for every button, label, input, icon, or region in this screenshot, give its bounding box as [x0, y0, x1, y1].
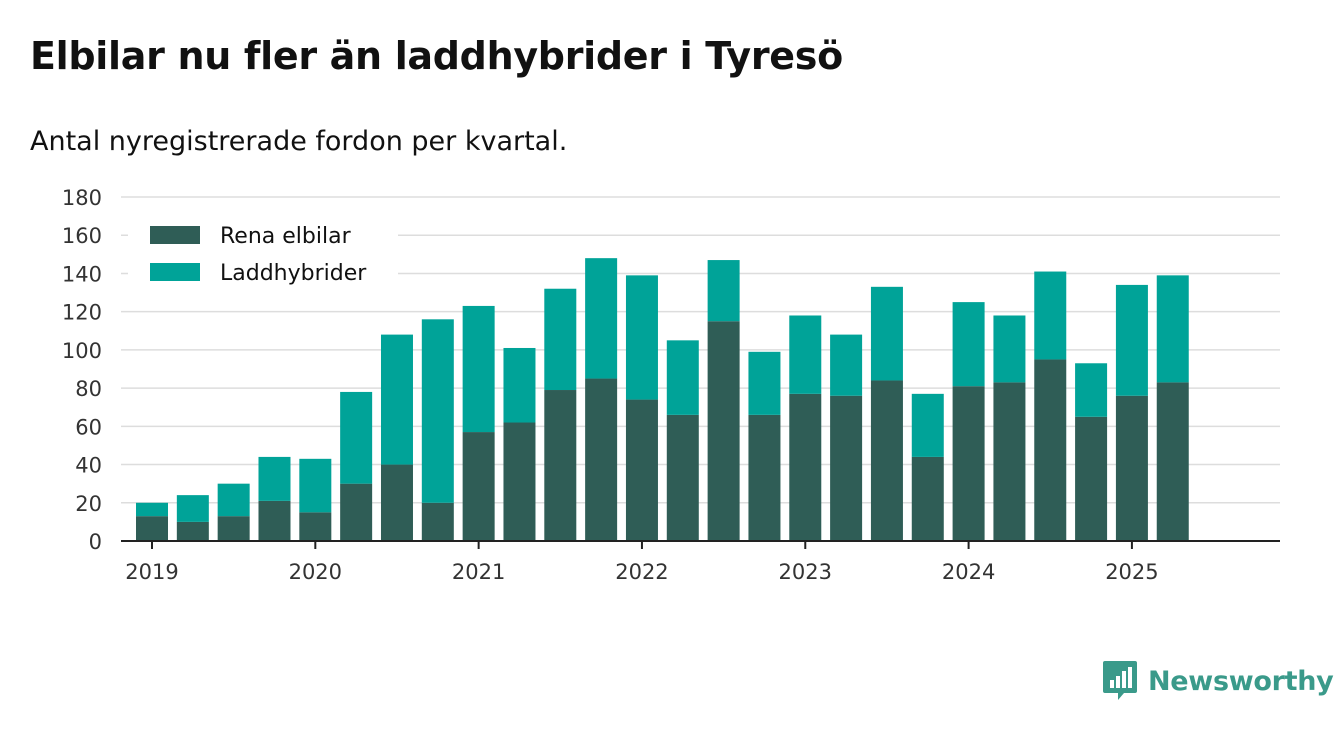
bar-laddhybrider	[993, 315, 1026, 383]
y-tick-label: 180	[62, 186, 102, 210]
bar-laddhybrider	[952, 302, 985, 387]
bar-elbilar	[585, 378, 618, 541]
brand-name: Newsworthy	[1148, 665, 1334, 697]
y-tick-label: 60	[75, 415, 102, 439]
bar-elbilar	[748, 414, 781, 541]
bar-elbilar	[870, 380, 903, 541]
bar-elbilar	[666, 414, 699, 541]
bar-elbilar	[176, 521, 209, 541]
bar-laddhybrider	[380, 334, 413, 465]
bar-elbilar	[380, 464, 413, 541]
chart-subtitle: Antal nyregistrerade fordon per kvartal.	[30, 126, 568, 157]
bar-laddhybrider	[503, 347, 536, 423]
x-axis-ticks: 2019 2020 2021 2022 2023 2024 2025	[125, 541, 1159, 584]
bar-laddhybrider	[176, 495, 209, 522]
bar-laddhybrider	[258, 456, 291, 501]
bar-elbilar	[217, 516, 250, 541]
bar-laddhybrider	[789, 315, 822, 394]
y-tick-label: 40	[75, 454, 102, 478]
x-tick-label: 2019	[125, 560, 178, 584]
bar-laddhybrider	[421, 319, 454, 503]
bar-laddhybrider	[911, 393, 944, 457]
y-tick-label: 0	[89, 530, 102, 554]
bar-laddhybrider	[748, 351, 781, 415]
bar-elbilar	[1115, 395, 1148, 541]
bar-laddhybrider	[1034, 271, 1067, 360]
bar-elbilar	[462, 432, 495, 541]
legend-swatch-laddhybrider	[150, 263, 200, 281]
bar-laddhybrider	[544, 288, 577, 391]
bar-elbilar	[503, 422, 536, 541]
bar-laddhybrider	[462, 305, 495, 433]
bar-elbilar	[421, 502, 454, 541]
legend: Rena elbilar Laddhybrider	[128, 202, 398, 290]
bar-laddhybrider	[1075, 363, 1108, 417]
y-axis-ticks: 0 20 40 60 80 100 120 140 160 180	[62, 186, 102, 554]
bar-elbilar	[299, 512, 332, 541]
bar-elbilar	[1034, 359, 1067, 541]
y-tick-label: 20	[75, 492, 102, 516]
x-tick-label: 2023	[779, 560, 832, 584]
y-tick-label: 100	[62, 339, 102, 363]
bar-elbilar	[340, 483, 373, 541]
bar-laddhybrider	[830, 334, 863, 396]
bar-elbilar	[789, 393, 822, 541]
bar-elbilar	[1156, 382, 1189, 541]
bar-elbilar	[544, 390, 577, 541]
bar-elbilar	[258, 500, 291, 541]
bar-elbilar	[1075, 416, 1108, 541]
bar-laddhybrider	[217, 483, 250, 517]
x-tick-label: 2021	[452, 560, 505, 584]
y-tick-label: 80	[75, 377, 102, 401]
bar-elbilar	[136, 516, 168, 541]
y-tick-label: 140	[62, 262, 102, 286]
bar-elbilar	[952, 386, 985, 541]
x-tick-label: 2022	[615, 560, 668, 584]
legend-label-laddhybrider: Laddhybrider	[220, 261, 367, 286]
bar-laddhybrider	[870, 286, 903, 381]
bar-laddhybrider	[299, 458, 332, 513]
bar-laddhybrider	[585, 258, 618, 379]
y-tick-label: 120	[62, 301, 102, 325]
legend-swatch-elbilar	[150, 226, 200, 244]
bar-laddhybrider	[666, 340, 699, 415]
bar-laddhybrider	[625, 275, 658, 400]
bar-laddhybrider	[1115, 284, 1148, 396]
x-tick-label: 2024	[942, 560, 995, 584]
bars	[136, 258, 1189, 541]
bar-laddhybrider	[136, 502, 168, 517]
x-tick-label: 2020	[289, 560, 342, 584]
bar-elbilar	[911, 456, 944, 541]
legend-label-elbilar: Rena elbilar	[220, 224, 352, 249]
bar-laddhybrider	[340, 391, 373, 484]
bar-elbilar	[993, 382, 1026, 541]
chart-title: Elbilar nu fler än laddhybrider i Tyresö	[30, 34, 843, 78]
y-tick-label: 160	[62, 224, 102, 248]
newsworthy-logo: Newsworthy	[1102, 660, 1334, 702]
bar-laddhybrider	[1156, 275, 1189, 383]
bar-elbilar	[625, 399, 658, 541]
newsworthy-icon	[1103, 661, 1137, 700]
x-tick-label: 2025	[1105, 560, 1158, 584]
bar-laddhybrider	[707, 260, 740, 322]
bar-elbilar	[830, 395, 863, 541]
bar-elbilar	[707, 321, 740, 541]
